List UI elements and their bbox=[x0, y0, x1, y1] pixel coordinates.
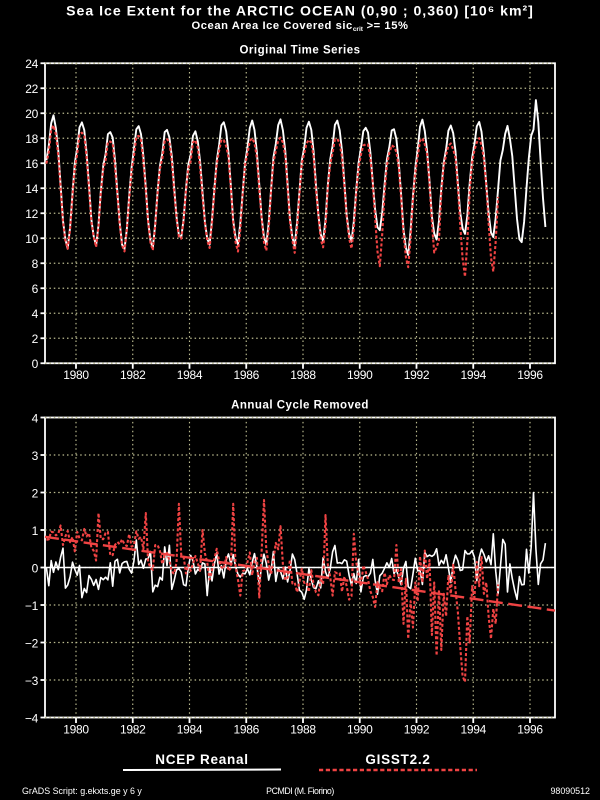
svg-text:4: 4 bbox=[32, 411, 39, 425]
svg-text:1986: 1986 bbox=[234, 723, 260, 737]
svg-text:16: 16 bbox=[25, 157, 38, 171]
svg-text:6: 6 bbox=[32, 282, 39, 296]
svg-text:0: 0 bbox=[32, 561, 39, 575]
svg-text:12: 12 bbox=[25, 207, 38, 221]
svg-text:20: 20 bbox=[25, 107, 38, 121]
svg-text:0: 0 bbox=[32, 357, 39, 371]
svg-text:1980: 1980 bbox=[63, 723, 89, 737]
svg-text:4: 4 bbox=[32, 307, 39, 321]
svg-text:8: 8 bbox=[32, 257, 39, 271]
svg-text:GISST2.2: GISST2.2 bbox=[365, 752, 430, 767]
svg-text:Original Time Series: Original Time Series bbox=[239, 45, 360, 57]
svg-text:1990: 1990 bbox=[347, 723, 373, 737]
svg-text:24: 24 bbox=[25, 57, 38, 71]
svg-text:98090512: 98090512 bbox=[551, 786, 591, 796]
svg-text:Sea Ice Extent for the ARCTIC: Sea Ice Extent for the ARCTIC OCEAN (0,9… bbox=[66, 3, 534, 19]
svg-text:10: 10 bbox=[25, 232, 38, 246]
svg-text:PCMDI (M. Fiorino): PCMDI (M. Fiorino) bbox=[266, 786, 334, 796]
svg-text:1986: 1986 bbox=[234, 368, 260, 382]
svg-text:1996: 1996 bbox=[517, 723, 543, 737]
svg-text:−1: −1 bbox=[25, 599, 39, 613]
svg-text:1: 1 bbox=[32, 524, 39, 538]
svg-text:1984: 1984 bbox=[177, 723, 203, 737]
svg-text:GrADS Script: g.ekxts.ge y 6 y: GrADS Script: g.ekxts.ge y 6 y bbox=[22, 786, 142, 796]
svg-text:2: 2 bbox=[32, 332, 39, 346]
svg-text:22: 22 bbox=[25, 82, 38, 96]
svg-text:1992: 1992 bbox=[404, 723, 430, 737]
svg-text:Ocean Area Ice Covered siccrit: Ocean Area Ice Covered siccrit >= 15% bbox=[192, 20, 409, 33]
svg-text:3: 3 bbox=[32, 449, 39, 463]
svg-text:1988: 1988 bbox=[290, 723, 316, 737]
svg-text:−4: −4 bbox=[25, 711, 39, 725]
svg-text:1982: 1982 bbox=[120, 723, 146, 737]
svg-text:NCEP Reanal: NCEP Reanal bbox=[155, 752, 249, 767]
svg-text:1984: 1984 bbox=[177, 368, 203, 382]
svg-text:1982: 1982 bbox=[120, 368, 146, 382]
svg-text:1994: 1994 bbox=[461, 368, 487, 382]
svg-text:1988: 1988 bbox=[290, 368, 316, 382]
svg-text:2: 2 bbox=[32, 486, 39, 500]
svg-text:−2: −2 bbox=[25, 636, 39, 650]
svg-text:Annual Cycle Removed: Annual Cycle Removed bbox=[231, 400, 369, 412]
svg-text:14: 14 bbox=[25, 182, 38, 196]
svg-text:−3: −3 bbox=[25, 674, 39, 688]
svg-text:18: 18 bbox=[25, 132, 38, 146]
svg-text:1996: 1996 bbox=[517, 368, 543, 382]
svg-text:1994: 1994 bbox=[461, 723, 487, 737]
svg-text:1990: 1990 bbox=[347, 368, 373, 382]
svg-text:1992: 1992 bbox=[404, 368, 430, 382]
svg-text:1980: 1980 bbox=[63, 368, 89, 382]
